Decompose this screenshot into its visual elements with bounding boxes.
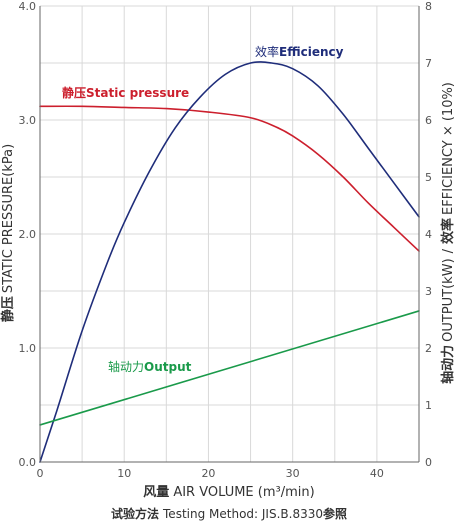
y-left-tick-label: 4.0 <box>19 0 37 13</box>
x-tick-label: 0 <box>37 467 44 480</box>
y-right-tick-label: 4 <box>425 228 432 241</box>
series-label-efficiency-cn: 效率 <box>255 44 279 59</box>
series-label-output-cn: 轴动力 <box>108 359 144 374</box>
y-right-axis-title: 轴动力 OUTPUT(kW) / 效率 EFFICIENCY × (10%) <box>440 82 456 384</box>
y-right-tick-label: 3 <box>425 285 432 298</box>
axes <box>39 6 420 463</box>
y-left-axis-title-en: STATIC PRESSURE(kPa) <box>1 144 16 293</box>
y-right-tick-label: 6 <box>425 114 432 127</box>
series-line-efficiency <box>39 61 420 463</box>
y-left-tick-label: 3.0 <box>19 114 37 127</box>
y-left-axis-title-cn: 静压 <box>0 296 16 322</box>
x-axis-title-cn: 风量 <box>143 485 169 500</box>
series-label-output: 轴动力Output <box>108 359 192 374</box>
testing-method-suffix: 参照 <box>323 506 347 521</box>
series-label-static-pressure: 静压Static pressure <box>62 85 189 100</box>
series-lines <box>39 61 420 463</box>
series-line-static_pressure <box>39 105 420 252</box>
series-label-efficiency-en: Efficiency <box>279 45 344 59</box>
y-left-tick-label: 0.0 <box>19 456 37 469</box>
x-tick-label: 20 <box>201 467 215 480</box>
x-axis-title: 风量 AIR VOLUME (m³/min) <box>143 485 314 500</box>
tick-labels: 0 10 20 30 40 0.0 1.0 2.0 3.0 4.0 0 1 2 3 4 5 6 7 8 <box>19 0 433 480</box>
y-right-axis-title-cn-2: 效率 <box>440 218 456 244</box>
y-right-tick-label: 5 <box>425 171 432 184</box>
x-tick-label: 10 <box>117 467 131 480</box>
y-right-axis-title-en-2: EFFICIENCY × (10%) <box>441 82 456 215</box>
y-right-tick-label: 0 <box>425 456 432 469</box>
y-right-axis-title-cn-1: 轴动力 <box>440 345 456 384</box>
y-left-tick-label: 1.0 <box>19 342 37 355</box>
y-right-tick-label: 8 <box>425 0 432 13</box>
y-left-tick-label: 2.0 <box>19 228 37 241</box>
series-line-output <box>39 310 420 426</box>
x-tick-label: 40 <box>370 467 384 480</box>
series-label-efficiency: 效率Efficiency <box>255 44 344 59</box>
grid <box>39 5 420 463</box>
x-tick-label: 30 <box>286 467 300 480</box>
series-label-static-pressure-en: Static pressure <box>86 86 189 100</box>
testing-method-note: 试验方法 Testing Method: JIS.B.8330参照 <box>111 506 347 521</box>
y-right-tick-label: 2 <box>425 342 432 355</box>
y-left-axis-title: 静压 STATIC PRESSURE(kPa) <box>0 144 16 322</box>
y-right-tick-label: 7 <box>425 57 432 70</box>
x-axis-title-en: AIR VOLUME (m³/min) <box>173 485 314 500</box>
testing-method-cn: 试验方法 <box>111 506 159 521</box>
y-right-axis-title-en-1: OUTPUT(kW) <box>441 258 456 342</box>
series-label-output-en: Output <box>144 360 192 374</box>
series-label-static-pressure-cn: 静压 <box>62 85 86 100</box>
testing-method-en: Testing Method: JIS.B.8330 <box>162 507 323 521</box>
y-right-axis-title-sep: / <box>441 248 456 253</box>
y-right-tick-label: 1 <box>425 399 432 412</box>
